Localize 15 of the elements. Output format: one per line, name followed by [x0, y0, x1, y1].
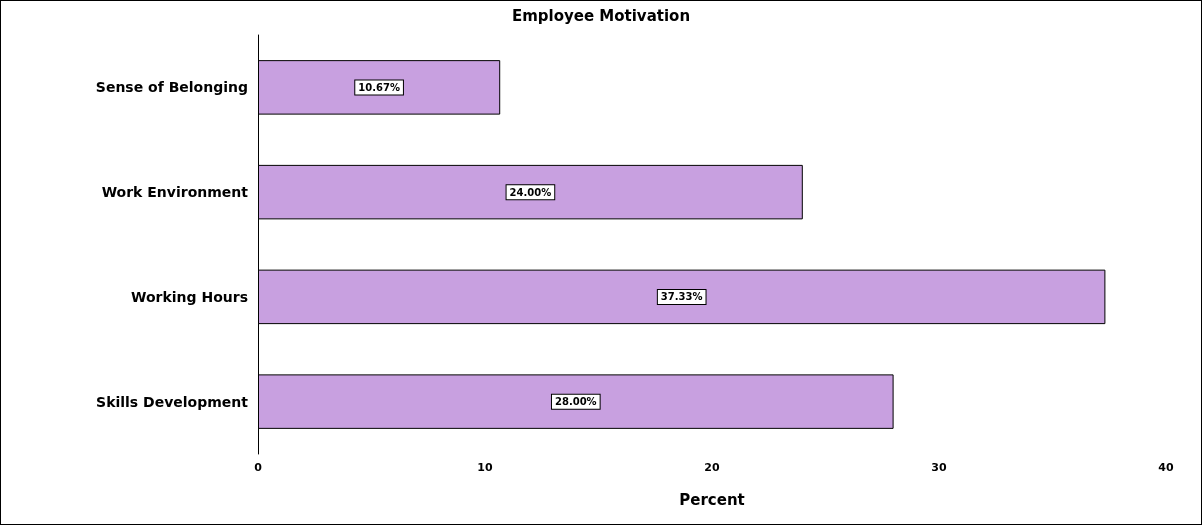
- data-label: 10.67%: [358, 81, 400, 93]
- x-tick-label: 30: [931, 461, 947, 474]
- y-tick-label: Work Environment: [101, 184, 249, 201]
- y-tick-label: Skills Development: [96, 393, 249, 410]
- data-label: 37.33%: [660, 291, 703, 303]
- x-tick-label: 20: [704, 461, 720, 474]
- y-tick-label: Sense of Belonging: [95, 79, 248, 96]
- chart-title: Employee Motivation: [511, 6, 691, 25]
- y-tick-label: Working Hours: [131, 288, 248, 305]
- x-tick-label: 0: [254, 461, 263, 474]
- data-label: 24.00%: [509, 186, 552, 198]
- x-tick-label: 40: [1158, 461, 1174, 474]
- data-label: 28.00%: [554, 396, 597, 408]
- x-axis-title: Percent: [679, 490, 745, 509]
- x-tick-label: 10: [477, 461, 493, 474]
